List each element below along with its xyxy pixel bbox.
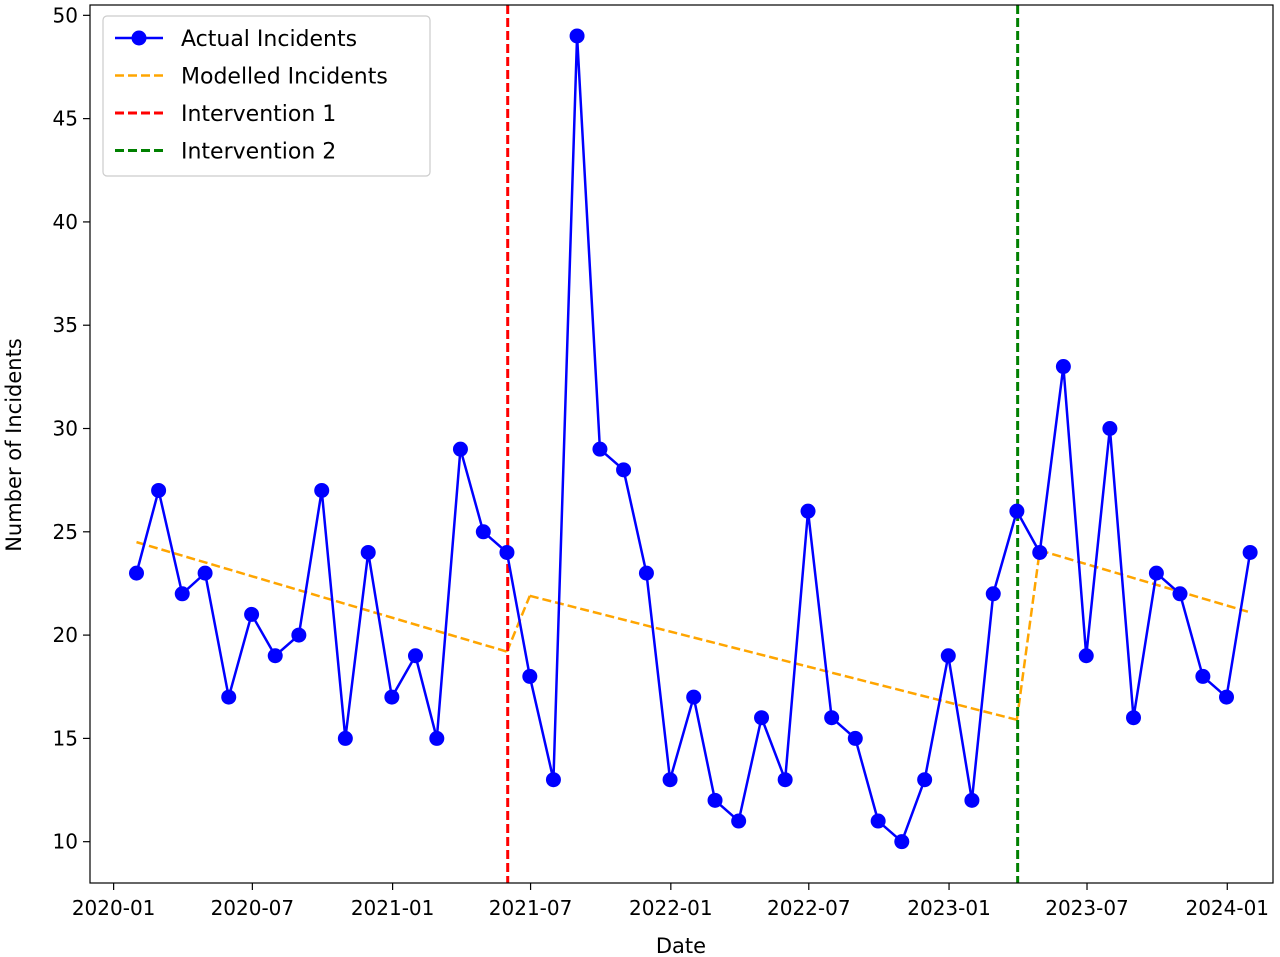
actual-point-34: [894, 834, 910, 850]
y-tick-label: 15: [53, 726, 78, 750]
actual-point-12: [384, 689, 400, 705]
y-axis-label: Number of Incidents: [2, 338, 26, 552]
actual-point-19: [545, 772, 561, 788]
actual-point-7: [267, 648, 283, 664]
actual-point-42: [1078, 648, 1094, 664]
y-tick-label: 25: [53, 520, 78, 544]
actual-point-20: [569, 28, 585, 44]
x-tick-label: 2024-01: [1185, 896, 1269, 920]
actual-point-31: [824, 710, 840, 726]
legend: Actual Incidents Modelled Incidents Interv…: [102, 15, 431, 177]
actual-point-18: [522, 668, 538, 684]
actual-point-10: [337, 730, 353, 746]
actual-point-24: [662, 772, 678, 788]
actual-point-9: [314, 482, 330, 498]
actual-point-21: [592, 441, 608, 457]
y-tick-label: 10: [53, 830, 78, 854]
actual-point-49: [1242, 544, 1258, 560]
actual-point-35: [917, 772, 933, 788]
plot-frame: [89, 4, 1274, 884]
actual-point-25: [686, 689, 702, 705]
y-tick-label: 40: [53, 210, 78, 234]
actual-point-30: [800, 503, 816, 519]
legend-label-intervention-2: Intervention 2: [181, 140, 336, 165]
actual-point-38: [985, 586, 1001, 602]
legend-label-actual-incidents: Actual Incidents: [181, 27, 357, 52]
y-tick-label: 30: [53, 417, 78, 441]
actual-point-40: [1032, 544, 1048, 560]
x-tick-label: 2022-01: [629, 896, 713, 920]
actual-point-22: [616, 462, 632, 478]
actual-point-36: [940, 648, 956, 664]
y-tick-label: 20: [53, 623, 78, 647]
legend-label-intervention-1: Intervention 1: [181, 102, 336, 127]
actual-point-4: [197, 565, 213, 581]
y-tick-label: 50: [53, 3, 78, 27]
actual-point-17: [499, 544, 515, 560]
actual-point-44: [1126, 710, 1142, 726]
modelled-segment-4: [1015, 550, 1041, 720]
legend-marker-actual-incidents: [131, 30, 147, 46]
actual-point-47: [1195, 668, 1211, 684]
x-axis-label: Date: [656, 934, 706, 957]
actual-point-6: [244, 606, 260, 622]
actual-point-11: [360, 544, 376, 560]
modelled-segment-3: [529, 594, 1018, 722]
actual-point-26: [707, 792, 723, 808]
actual-point-14: [429, 730, 445, 746]
actual-point-41: [1055, 359, 1071, 375]
actual-point-8: [291, 627, 307, 643]
actual-point-5: [221, 689, 237, 705]
actual-point-43: [1102, 421, 1118, 437]
x-tick-label: 2022-07: [767, 896, 851, 920]
actual-point-27: [731, 813, 747, 829]
actual-point-48: [1219, 689, 1235, 705]
actual-point-46: [1172, 586, 1188, 602]
actual-point-16: [475, 524, 491, 540]
actual-point-13: [407, 648, 423, 664]
legend-box: [102, 15, 431, 177]
actual-point-28: [754, 710, 770, 726]
x-tick-label: 2021-07: [489, 896, 573, 920]
actual-point-33: [870, 813, 886, 829]
y-tick-label: 35: [53, 313, 78, 337]
x-tick-label: 2021-01: [351, 896, 435, 920]
plot-series: [128, 5, 1258, 883]
x-tick-label: 2020-07: [211, 896, 295, 920]
modelled-segment-5: [1039, 549, 1251, 614]
x-tick-label: 2020-01: [72, 896, 156, 920]
actual-point-1: [128, 565, 144, 581]
modelled-segment-2: [505, 595, 531, 653]
actual-point-32: [847, 730, 863, 746]
actual-point-23: [638, 565, 654, 581]
x-tick-label: 2023-01: [907, 896, 991, 920]
actual-point-45: [1148, 565, 1164, 581]
legend-label-modelled-incidents: Modelled Incidents: [181, 65, 388, 90]
actual-point-39: [1009, 503, 1025, 519]
actual-point-37: [964, 792, 980, 808]
actual-point-2: [151, 482, 167, 498]
actual-point-3: [174, 586, 190, 602]
y-tick-label: 45: [53, 107, 78, 131]
actual-point-29: [777, 772, 793, 788]
actual-point-15: [452, 441, 468, 457]
x-tick-label: 2023-07: [1045, 896, 1129, 920]
axes: 2020-01 2020-07 2021-01 2021-07 2022-01 2022-…: [53, 3, 1274, 920]
plot-area: [128, 5, 1258, 883]
